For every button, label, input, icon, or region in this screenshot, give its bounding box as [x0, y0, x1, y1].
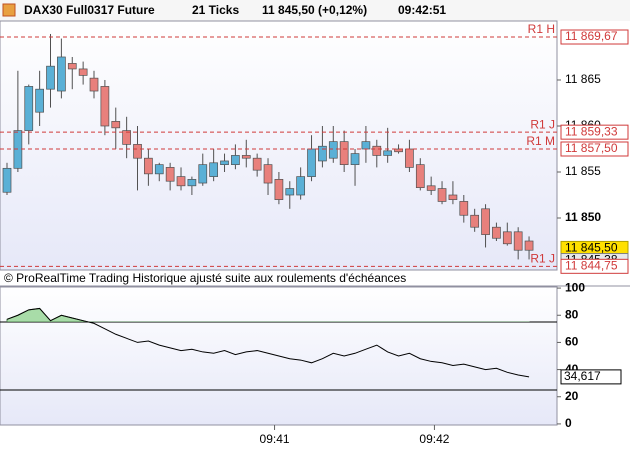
y-tick-label: 11 865	[565, 72, 601, 86]
y-tick-label: 11 855	[565, 164, 601, 178]
candle-body	[89, 77, 99, 92]
y-tick-label: 20	[565, 389, 579, 403]
candle-body	[100, 86, 110, 127]
y-tick-label: 11 850	[565, 210, 601, 224]
clock: 09:42:51	[398, 3, 446, 17]
candle-body	[502, 231, 512, 245]
candle-body	[2, 167, 12, 193]
candle-body	[67, 63, 77, 70]
candle-body	[437, 188, 447, 202]
tick-setting: 21 Ticks	[192, 3, 239, 17]
candle-body	[394, 148, 403, 153]
candle-body	[154, 164, 164, 175]
pivot-box	[560, 258, 629, 274]
y-tick-label: 0	[565, 416, 572, 430]
candle-body	[78, 68, 88, 76]
candle-body	[57, 56, 66, 92]
y-tick-label: 60	[565, 335, 579, 349]
candle-body	[122, 130, 131, 145]
candle-body	[415, 164, 425, 188]
candle-body	[405, 148, 414, 168]
y-tick-label: 100	[565, 280, 585, 294]
last-price: 11 845,50 (+0,12%)	[262, 3, 367, 17]
candle-body	[372, 145, 382, 156]
candle-body	[24, 86, 34, 131]
instrument: DAX30 Full0317 Future	[24, 3, 155, 17]
candle-body	[165, 167, 175, 182]
candle-body	[361, 141, 371, 150]
candle-body	[231, 155, 240, 165]
pivot-label: 11 859,33	[565, 124, 618, 138]
x-tick-label: 09:42	[419, 432, 449, 446]
candle-body	[187, 179, 197, 187]
candle-body	[318, 145, 327, 162]
candle-body	[426, 185, 436, 191]
x-tick-label: 09:41	[260, 432, 290, 446]
candle-body	[252, 157, 262, 171]
candle-body	[241, 155, 251, 159]
candle-body	[448, 194, 458, 200]
price-panel	[0, 20, 558, 271]
candle-body	[144, 157, 153, 175]
pivot-name: R1 M	[526, 134, 555, 148]
footer-note: © ProRealTime Trading Historique ajusté …	[4, 271, 406, 285]
candle-body	[35, 88, 44, 113]
candle-body	[46, 65, 55, 90]
candle-body	[513, 231, 523, 251]
candle-body	[383, 150, 393, 156]
y-tick-label: 80	[565, 307, 579, 321]
candle-body	[209, 162, 218, 177]
pivot-box	[560, 141, 629, 157]
pivot-label: 11 869,67	[565, 29, 618, 43]
pivot-box	[560, 29, 629, 45]
pivot-name: R1 J	[530, 251, 555, 265]
candle-body	[274, 179, 284, 200]
candle-body	[307, 148, 316, 177]
oscillator-line	[6, 307, 530, 378]
candle-body	[198, 164, 208, 184]
candle-body	[176, 176, 186, 187]
pivot-label: 11 844,75	[565, 258, 618, 272]
last-value-box	[560, 369, 622, 385]
candle-body	[470, 214, 480, 228]
candle-body	[111, 121, 121, 129]
candle-body	[492, 226, 501, 239]
candle-body	[296, 176, 306, 196]
candle-body	[481, 208, 490, 235]
pivot-label: 11 857,50	[565, 141, 618, 155]
last-value-label: 34,617	[564, 369, 601, 383]
candle-body	[220, 160, 229, 165]
last-price-label: 11 845,50	[565, 241, 618, 255]
candle-body	[339, 141, 349, 165]
candle-body	[263, 164, 273, 184]
candle-body	[133, 144, 142, 159]
overbought-area	[6, 307, 530, 323]
candle-body	[524, 240, 534, 251]
header-bar	[0, 0, 630, 21]
pivot-name: R1 H	[528, 22, 555, 36]
candle-body	[350, 153, 360, 165]
candle-body	[328, 141, 338, 159]
pivot-name: R1 J	[530, 117, 555, 131]
pivot-box	[560, 124, 629, 140]
candle-body	[285, 188, 295, 196]
header-icon	[2, 3, 16, 17]
candle-body	[459, 201, 469, 216]
